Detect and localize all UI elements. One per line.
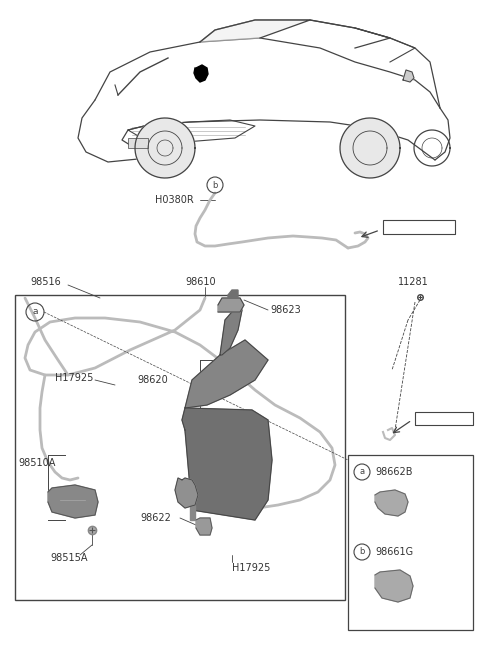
Polygon shape — [403, 70, 414, 82]
Polygon shape — [220, 305, 242, 355]
Text: 98510A: 98510A — [18, 458, 55, 468]
Text: a: a — [32, 308, 38, 316]
Text: a: a — [360, 468, 365, 476]
Bar — [15, 295, 345, 600]
Text: 98610: 98610 — [185, 277, 216, 287]
Text: b: b — [212, 180, 218, 190]
Text: REF.91-987: REF.91-987 — [416, 415, 463, 424]
Polygon shape — [182, 408, 272, 520]
Text: H0380R: H0380R — [155, 195, 194, 205]
Text: 98661G: 98661G — [375, 547, 413, 557]
Bar — [415, 412, 473, 425]
Polygon shape — [48, 485, 98, 518]
Text: 98623: 98623 — [270, 305, 301, 315]
Text: H17925: H17925 — [232, 563, 270, 573]
Polygon shape — [340, 118, 400, 178]
Text: 98620: 98620 — [137, 375, 168, 385]
Bar — [128, 138, 148, 148]
Polygon shape — [200, 20, 310, 42]
Polygon shape — [375, 570, 413, 602]
Polygon shape — [175, 478, 198, 508]
Bar — [348, 455, 473, 630]
Text: H17925: H17925 — [55, 373, 94, 383]
Text: b: b — [360, 548, 365, 556]
Polygon shape — [194, 65, 208, 82]
Polygon shape — [228, 290, 238, 298]
Polygon shape — [196, 518, 212, 535]
Text: 98662B: 98662B — [375, 467, 412, 477]
Polygon shape — [135, 118, 195, 178]
Text: REF.86-861: REF.86-861 — [384, 222, 434, 232]
Text: 98516: 98516 — [30, 277, 61, 287]
Polygon shape — [375, 490, 408, 516]
Text: 98515A: 98515A — [50, 553, 87, 563]
Bar — [383, 220, 455, 234]
Text: 11281: 11281 — [398, 277, 429, 287]
Polygon shape — [218, 298, 244, 312]
Text: 98622: 98622 — [140, 513, 171, 523]
Polygon shape — [185, 340, 268, 408]
Polygon shape — [190, 505, 195, 520]
